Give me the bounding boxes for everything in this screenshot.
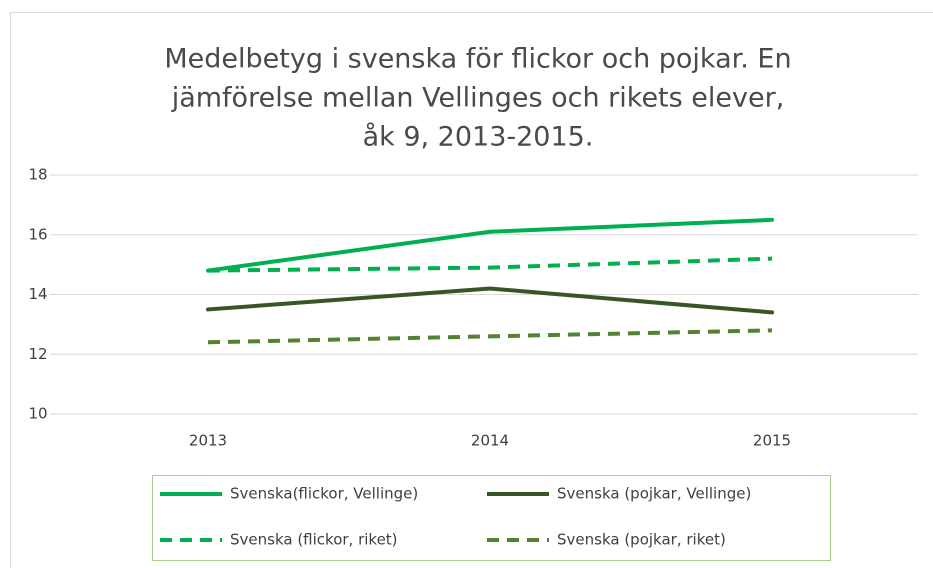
y-tick-label: 12	[28, 345, 47, 363]
y-tick-label: 16	[28, 225, 47, 243]
chart-title: åk 9, 2013-2015.	[363, 122, 594, 153]
y-tick-label: 18	[28, 166, 47, 184]
legend-label: Svenska(flickor, Vellinge)	[230, 485, 418, 503]
legend-label: Svenska (pojkar, riket)	[557, 531, 726, 549]
legend-label: Svenska (flickor, riket)	[230, 531, 398, 549]
series-line	[207, 328, 773, 345]
x-tick-label: 2014	[471, 432, 509, 450]
series-line	[206, 286, 774, 315]
chart-title: Medelbetyg i svenska för flickor och poj…	[164, 44, 791, 75]
x-tick-label: 2015	[753, 432, 791, 450]
legend-label: Svenska (pojkar, Vellinge)	[557, 485, 751, 503]
x-tick-label: 2013	[189, 432, 227, 450]
legend-box	[152, 475, 831, 561]
series-line	[207, 256, 773, 273]
chart-title: jämförelse mellan Vellinges och rikets e…	[171, 83, 785, 114]
y-tick-label: 14	[28, 285, 47, 303]
y-tick-label: 10	[28, 405, 47, 423]
series-line	[206, 217, 774, 273]
